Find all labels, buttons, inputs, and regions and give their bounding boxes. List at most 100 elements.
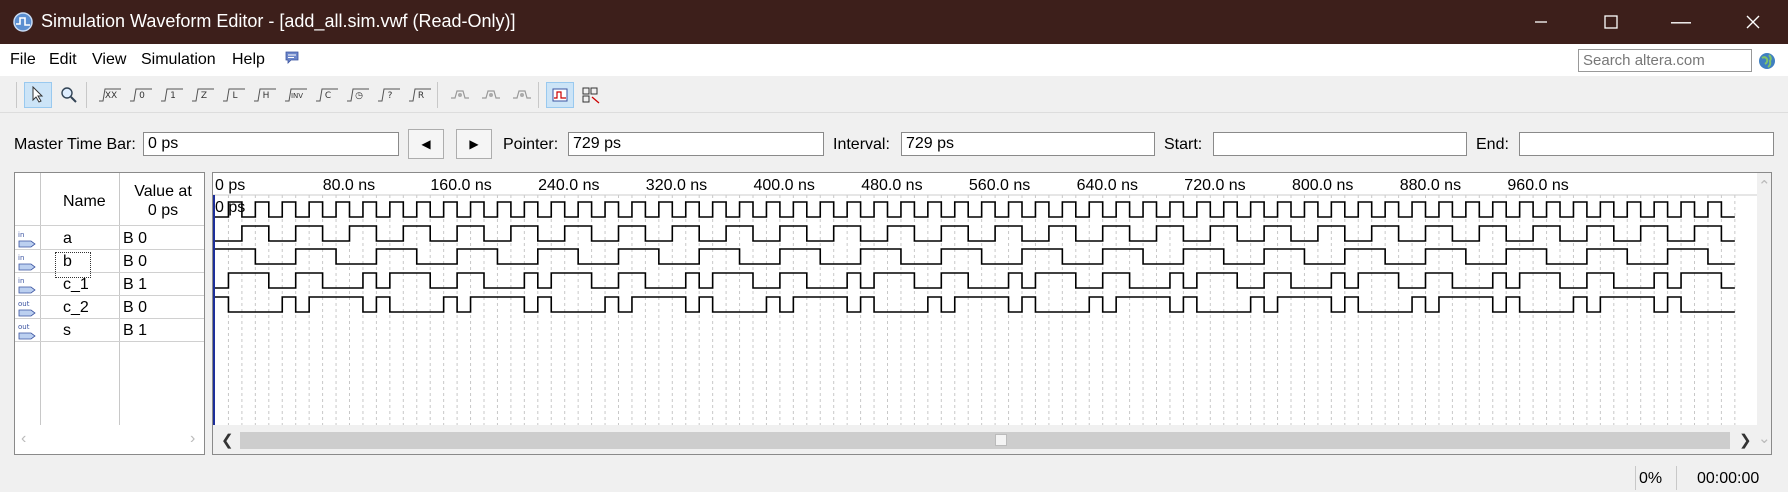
menu-simulation[interactable]: Simulation (141, 51, 216, 68)
signal-value: B 1 (123, 276, 148, 293)
svg-text:R: R (418, 91, 424, 101)
time-tick-label: 640.0 ns (1076, 177, 1138, 194)
signal-row-s[interactable]: out s B 1 (15, 318, 204, 345)
signal-name: s (63, 322, 71, 339)
high-impedance-icon[interactable]: Z (189, 82, 217, 108)
time-tick-label: 80.0 ns (322, 177, 376, 194)
clock-icon[interactable]: ◷ (344, 82, 372, 108)
window-title: Simulation Waveform Editor - [add_all.si… (41, 11, 516, 31)
force-high-icon[interactable]: 1 (158, 82, 186, 108)
uninitialized-icon[interactable]: XX (96, 82, 124, 108)
close-icon[interactable] (1718, 0, 1788, 44)
scrollbar-thumb[interactable] (240, 432, 1730, 449)
master-time-bar-label: Master Time Bar: (14, 136, 136, 153)
zoom-tool-icon[interactable] (55, 82, 83, 108)
menu-edit[interactable]: Edit (49, 51, 77, 68)
signal-row-a[interactable]: in a B 0 (15, 226, 204, 278)
globe-icon[interactable] (1758, 52, 1776, 70)
sort-icon[interactable] (477, 82, 505, 108)
menu-file[interactable]: File (10, 51, 36, 68)
time-tick-label: 240.0 ns (538, 177, 600, 194)
waveform-b[interactable] (215, 225, 1735, 242)
signal-name: c_2 (63, 299, 89, 316)
name-column-header[interactable]: Name (63, 193, 106, 210)
svg-text:INV: INV (291, 92, 303, 100)
waveform-panel[interactable]: 0 ps 80.0 ns 160.0 ns 240.0 ns 320.0 ns 400.0… (212, 172, 1772, 455)
svg-text:?: ? (388, 91, 393, 101)
snap-to-grid-icon[interactable] (446, 82, 474, 108)
svg-text:Z: Z (201, 91, 207, 101)
overwrite-clock-icon[interactable] (546, 82, 574, 108)
selection-tool-icon[interactable] (24, 82, 52, 108)
output-pin-icon: out (18, 300, 36, 317)
time-tick-label: 800.0 ns (1292, 177, 1354, 194)
maximize-icon[interactable] (1576, 0, 1646, 44)
pointer-input[interactable]: 729 ps (568, 132, 824, 156)
start-input[interactable] (1213, 132, 1467, 156)
svg-text:H: H (263, 91, 270, 101)
reverse-icon[interactable] (508, 82, 536, 108)
invert-icon[interactable]: INV (282, 82, 310, 108)
waveform-a[interactable] (215, 201, 1735, 218)
signal-row-c-2[interactable]: out c_2 B 0 (15, 295, 204, 322)
svg-text:XX: XX (105, 91, 117, 101)
end-input[interactable] (1519, 132, 1774, 156)
next-transition-button[interactable]: ▶ (456, 129, 492, 159)
scroll-right-arrow-icon[interactable]: ❯ (1739, 432, 1752, 449)
weak-low-icon[interactable]: L (220, 82, 248, 108)
interval-input[interactable]: 729 ps (901, 132, 1155, 156)
scroll-right-icon[interactable]: › (190, 430, 196, 447)
grid-settings-icon[interactable] (577, 82, 605, 108)
signal-name: a (63, 230, 72, 247)
svg-text:◷: ◷ (355, 91, 363, 101)
time-tick-label: 480.0 ns (861, 177, 923, 194)
menu-help[interactable]: Help (232, 51, 265, 68)
minimize-window-icon[interactable] (1506, 0, 1576, 44)
count-value-icon[interactable]: C (313, 82, 341, 108)
random-value-icon[interactable]: R (406, 82, 434, 108)
vertical-scrollbar[interactable]: ⌃ ⌄ (1757, 173, 1771, 454)
svg-text:out: out (18, 300, 30, 308)
menu-view[interactable]: View (92, 51, 127, 68)
previous-transition-button[interactable]: ◀ (408, 129, 444, 159)
weak-high-icon[interactable]: H (251, 82, 279, 108)
time-tick-label: 160.0 ns (430, 177, 492, 194)
minimize-icon[interactable]: — (1671, 10, 1691, 33)
right-arrow-icon: ▶ (469, 137, 479, 151)
time-tick-label: 960.0 ns (1507, 177, 1569, 194)
signal-value: B 1 (123, 322, 148, 339)
waveform-s[interactable] (215, 296, 1735, 313)
start-label: Start: (1164, 136, 1203, 153)
signal-row-c-1[interactable]: in c_1 B 1 (15, 272, 204, 299)
chat-bubble-icon[interactable] (284, 50, 300, 66)
search-input[interactable]: Search altera.com (1578, 49, 1752, 72)
left-arrow-icon: ◀ (421, 137, 431, 151)
waveform-c-1[interactable] (215, 248, 1735, 265)
master-time-bar-input[interactable]: 0 ps (143, 132, 399, 156)
title-bar: Simulation Waveform Editor - [add_all.si… (0, 0, 1788, 44)
value-column-header[interactable]: Value at 0 ps (121, 182, 205, 220)
horizontal-scrollbar[interactable]: ❮ ❯ (213, 425, 1757, 454)
arbitrary-value-icon[interactable]: ? (375, 82, 403, 108)
menu-bar: File Edit View Simulation Help (0, 44, 1788, 76)
waveform-canvas[interactable] (213, 173, 1757, 425)
scroll-left-icon[interactable]: ‹ (21, 430, 27, 447)
svg-text:in: in (18, 254, 24, 262)
time-tick-label: 400.0 ns (753, 177, 815, 194)
scroll-up-arrow-icon[interactable]: ⌃ (1758, 178, 1771, 195)
toolbar (0, 76, 1788, 113)
value-header-line1: Value at (134, 183, 192, 200)
signal-value: B 0 (123, 230, 148, 247)
force-low-icon[interactable]: 0 (127, 82, 155, 108)
scroll-left-arrow-icon[interactable]: ❮ (221, 432, 234, 449)
waveform-c-2[interactable] (215, 272, 1735, 289)
signal-value: B 0 (123, 299, 148, 316)
svg-text:C: C (325, 91, 331, 101)
svg-text:in: in (18, 231, 24, 239)
signal-value: B 0 (123, 253, 148, 270)
signal-row-b[interactable]: in b B 0 (15, 249, 204, 276)
interval-label: Interval: (833, 136, 890, 153)
input-pin-icon: in (18, 254, 36, 271)
scroll-down-arrow-icon[interactable]: ⌄ (1758, 430, 1771, 447)
